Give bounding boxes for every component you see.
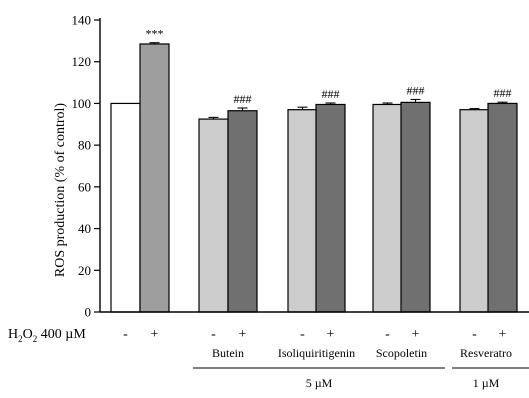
bar [459,109,490,313]
h2o2-row-label: H2O2 400 µM [8,327,86,344]
y-tick-label: 80 [78,138,91,153]
y-tick-label: 40 [78,221,91,236]
concentration-label: 1 µM [473,376,500,390]
y-tick-label: 0 [85,305,92,320]
h2o2-sign: + [412,327,420,342]
h2o2-sign: + [151,327,159,342]
h2o2-sign: + [327,327,335,342]
y-axis-title: ROS production (% of control) [53,103,68,278]
significance-label: *** [146,27,164,41]
concentration-label: 5 µM [306,376,333,390]
h2o2-sign: - [123,327,128,342]
bar [287,109,318,313]
group-labels: Butein Isoliquiritigenin Scopoletin Resvera… [212,346,512,360]
h2o2-sign: - [211,327,216,342]
group-label: Resveratro [460,346,512,360]
y-axis: 0 20 40 60 80 100 120 140 [72,13,101,320]
h2o2-sign: + [239,327,247,342]
significance-label: ### [234,92,252,106]
bar [139,43,170,313]
bar [487,102,518,313]
y-tick-label: 140 [72,13,92,28]
h2o2-sign: + [499,327,507,342]
bar [315,103,346,313]
bar [198,118,229,313]
bar [110,102,141,313]
h2o2-sign: - [385,327,390,342]
h2o2-sign: - [300,327,305,342]
bar [372,103,403,313]
bars: *** ### ### ### ### [110,27,518,313]
significance-label: ### [407,83,425,97]
y-tick-label: 60 [78,179,91,194]
bar [400,101,431,313]
group-label: Isoliquiritigenin [278,346,355,360]
h2o2-sign: - [472,327,477,342]
y-tick-label: 120 [72,54,92,69]
significance-label: ### [322,87,340,101]
significance-label: ### [494,86,512,100]
group-label: Butein [212,346,244,360]
y-tick-label: 100 [72,96,92,111]
concentration-labels: 5 µM 1 µM [193,367,529,390]
group-label: Scopoletin [376,346,427,360]
h2o2-treatment-row: - + - + - + - + - + [123,327,506,342]
y-tick-label: 20 [78,263,91,278]
bar [227,110,258,313]
